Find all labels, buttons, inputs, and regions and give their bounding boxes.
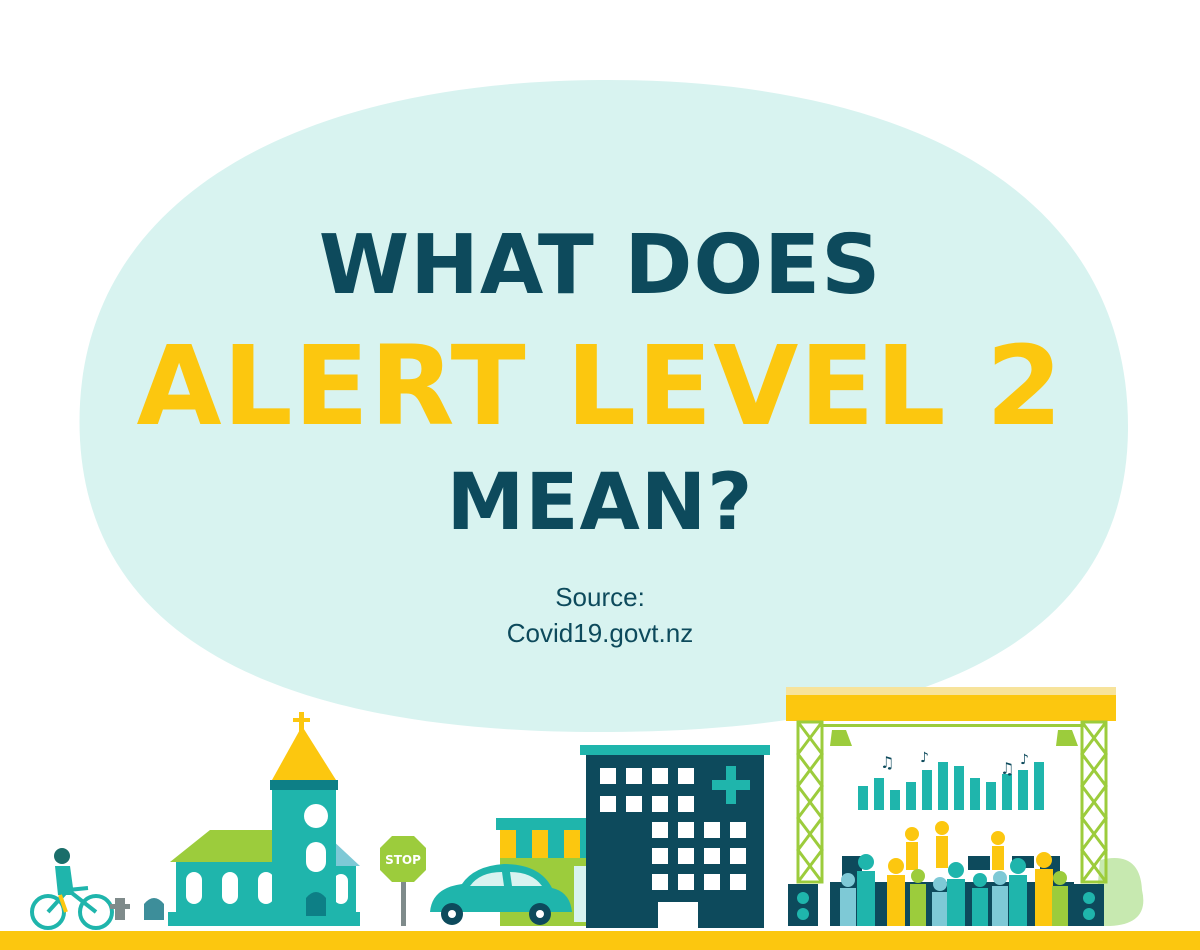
hospital-illustration — [580, 745, 770, 928]
speech-bubble — [79, 79, 1129, 733]
gravestones-illustration — [110, 898, 164, 920]
source-label: Source: — [555, 582, 645, 612]
headline-line-3: MEAN? — [446, 458, 754, 548]
music-note-icon: ♪ — [920, 750, 929, 766]
headline-line-1: WHAT DOES — [318, 218, 882, 313]
concert-stage-illustration: ♫ ♪ ♫ ♪ — [786, 687, 1144, 926]
music-note-icon: ♫ — [880, 753, 894, 772]
music-note-icon: ♪ — [1020, 752, 1029, 768]
stop-sign-illustration: STOP — [380, 836, 426, 926]
church-illustration — [168, 712, 360, 926]
cyclist-illustration — [30, 848, 114, 930]
source-value: Covid19.govt.nz — [506, 618, 694, 648]
equalizer-bars — [858, 762, 1044, 810]
headline-line-2: ALERT LEVEL 2 — [136, 322, 1064, 450]
car-illustration — [430, 864, 572, 925]
music-note-icon: ♫ — [1000, 759, 1014, 778]
medical-cross-icon — [712, 766, 750, 804]
stop-sign-label: STOP — [385, 853, 421, 867]
ground-stripe — [0, 930, 1200, 950]
